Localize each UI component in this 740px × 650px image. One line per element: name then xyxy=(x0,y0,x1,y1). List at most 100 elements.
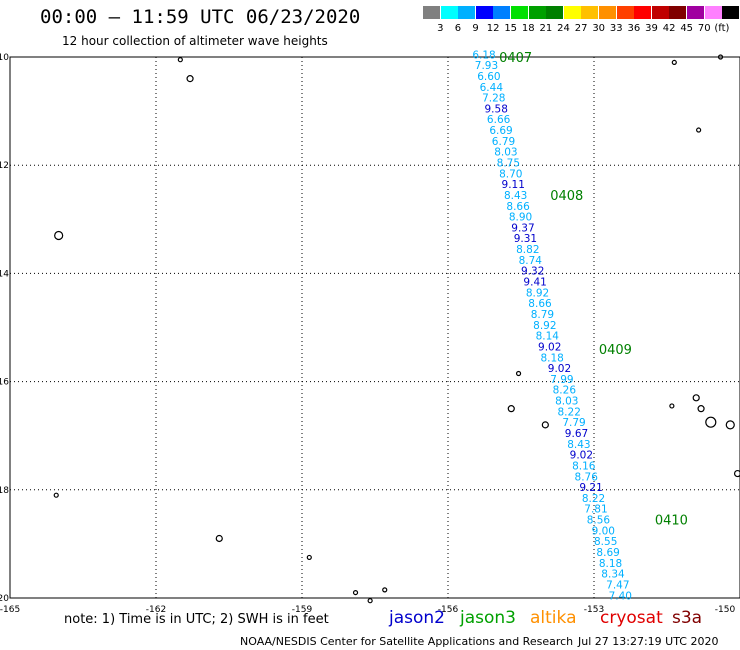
island-outline xyxy=(177,57,183,63)
wave-height-value: 9.02 xyxy=(570,450,593,462)
satellite-label-jason2: jason2 xyxy=(389,608,445,628)
island-outline xyxy=(382,587,388,593)
chart-title: 00:00 – 11:59 UTC 06/23/2020 xyxy=(40,6,361,28)
wave-height-value: 6.60 xyxy=(477,71,500,83)
legend-swatch xyxy=(722,6,740,19)
footer-timestamp: Jul 27 13:27:19 UTC 2020 xyxy=(578,635,719,648)
wave-height-value: 8.55 xyxy=(594,536,617,548)
legend-label: 70 xyxy=(697,23,711,34)
lat-tick-label: -16 xyxy=(0,378,9,388)
legend-label: 3 xyxy=(437,23,444,34)
track-time-label: 0408 xyxy=(550,189,583,204)
wave-height-value: 8.75 xyxy=(497,157,520,169)
wave-height-value: 8.26 xyxy=(553,385,577,397)
wave-height-value: 9.21 xyxy=(579,482,602,494)
legend-swatch xyxy=(651,6,669,19)
wave-height-value: 8.92 xyxy=(533,320,556,332)
legend-label: 6 xyxy=(454,23,462,34)
legend-label: 21 xyxy=(539,23,553,34)
wave-height-value: 8.66 xyxy=(506,201,530,213)
wave-height-value: 8.22 xyxy=(582,493,605,505)
island-outline xyxy=(696,127,702,133)
legend-label: 45 xyxy=(680,23,694,34)
legend-swatch xyxy=(669,6,687,19)
legend-swatch xyxy=(704,6,722,19)
wave-height-value: 8.03 xyxy=(494,147,517,159)
wave-height-value: 7.79 xyxy=(562,417,585,429)
altimeter-track: 6.187.936.606.447.289.586.666.696.798.03… xyxy=(472,49,688,602)
wave-height-value: 8.76 xyxy=(575,471,599,483)
satellite-label-cryosat: cryosat xyxy=(600,608,663,628)
island-outline xyxy=(692,394,700,402)
legend-label: 36 xyxy=(627,23,641,34)
legend-swatch xyxy=(423,6,440,19)
wave-height-value: 8.43 xyxy=(504,190,527,202)
wave-height-value: 8.92 xyxy=(526,287,549,299)
wave-height-value: 9.02 xyxy=(538,341,561,353)
island-outline xyxy=(697,405,705,413)
legend-label: 24 xyxy=(557,23,570,34)
legend-label: 33 xyxy=(609,23,623,34)
legend-swatch xyxy=(616,6,634,19)
island-outline xyxy=(306,554,312,561)
wave-height-value: 8.18 xyxy=(540,352,563,364)
wave-height-value: 7.93 xyxy=(475,60,498,72)
lon-tick-label: -156 xyxy=(438,605,459,615)
wave-height-value: 8.82 xyxy=(516,244,539,256)
wave-height-value: 6.69 xyxy=(489,125,512,137)
wave-height-value: 8.34 xyxy=(601,569,625,581)
island-outline xyxy=(515,370,522,377)
satellite-label-s3a: s3a xyxy=(672,608,703,628)
wave-height-value: 8.14 xyxy=(536,331,560,343)
legend-swatch xyxy=(440,6,458,19)
wave-height-value: 8.18 xyxy=(599,558,622,570)
legend-label: 12 xyxy=(486,23,500,34)
island-outlines xyxy=(53,54,740,604)
lat-tick-label: -14 xyxy=(0,269,9,279)
wave-height-value: 8.03 xyxy=(555,396,578,408)
island-outline xyxy=(352,589,359,596)
wave-height-value: 8.69 xyxy=(596,547,619,559)
wave-height-value: 8.22 xyxy=(558,406,581,418)
satellite-label-altika: altika xyxy=(530,608,577,628)
island-outline xyxy=(507,405,515,413)
lat-tick-label: -12 xyxy=(0,161,9,171)
wave-height-value: 9.11 xyxy=(502,179,525,191)
legend-swatch xyxy=(634,6,652,19)
lat-tick-label: -20 xyxy=(0,594,9,604)
wave-height-value: 6.66 xyxy=(487,114,511,126)
note-text: note: 1) Time is in UTC; 2) SWH is in fe… xyxy=(64,612,329,627)
track-time-label: 0407 xyxy=(499,51,532,66)
lon-tick-label: -150 xyxy=(715,605,736,615)
wave-height-value: 7.99 xyxy=(550,374,573,386)
wave-height-value: 8.74 xyxy=(519,255,543,267)
legend-label: (ft) xyxy=(714,23,730,34)
lon-tick-label: -153 xyxy=(584,605,604,615)
wave-height-value: 8.43 xyxy=(567,439,590,451)
wave-height-value: 9.32 xyxy=(521,266,544,278)
wave-height-value: 9.31 xyxy=(514,233,537,245)
wave-height-value: 8.56 xyxy=(587,515,611,527)
wave-height-value: 8.79 xyxy=(531,309,554,321)
wave-height-value: 9.41 xyxy=(523,277,546,289)
legend-label: 27 xyxy=(574,23,588,34)
wave-height-value: 6.18 xyxy=(472,49,495,61)
legend-label: 42 xyxy=(662,23,676,34)
legend-swatch xyxy=(511,6,528,19)
footer-org: NOAA/NESDIS Center for Satellite Applica… xyxy=(240,635,574,648)
island-outline xyxy=(215,534,223,543)
island-outline xyxy=(705,416,717,428)
satellite-label-jason3: jason3 xyxy=(460,608,516,628)
legend-swatch xyxy=(687,6,704,19)
island-outline xyxy=(186,75,194,83)
lat-lon-grid xyxy=(9,56,740,599)
legend-label: 9 xyxy=(472,23,479,34)
wave-height-value: 9.67 xyxy=(565,428,588,440)
legend-swatch xyxy=(493,6,511,19)
wave-height-value: 6.79 xyxy=(492,136,515,148)
island-outline xyxy=(54,230,64,241)
wave-height-value: 8.70 xyxy=(499,168,522,180)
lat-tick-label: -10 xyxy=(0,53,9,63)
island-outline xyxy=(725,420,735,430)
